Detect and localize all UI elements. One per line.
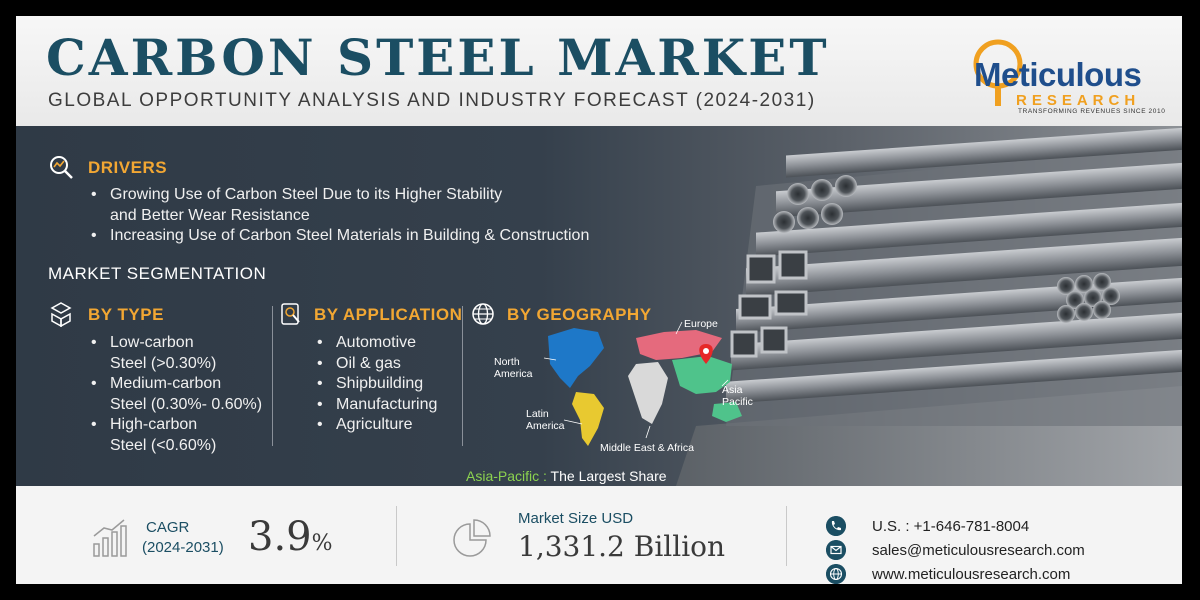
brand-logo: Meticulous RESEARCH TRANSFORMING REVENUE… bbox=[968, 30, 1168, 115]
cagr-period: (2024-2031) bbox=[142, 539, 224, 556]
drivers-heading: DRIVERS bbox=[88, 158, 168, 177]
drivers-list: Growing Use of Carbon Steel Due to its H… bbox=[88, 185, 648, 247]
main-panel: DRIVERS Growing Use of Carbon Steel Due … bbox=[16, 126, 1182, 486]
label-mea: Middle East & Africa bbox=[600, 442, 694, 454]
list-item: Shipbuilding bbox=[314, 374, 484, 395]
asia-pacific-region bbox=[672, 356, 732, 394]
list-item: Growing Use of Carbon Steel Due to its H… bbox=[88, 185, 648, 206]
world-map bbox=[543, 321, 742, 446]
market-size-label: Market Size USD bbox=[518, 510, 634, 527]
list-item: Oil & gas bbox=[314, 354, 484, 375]
market-size-value: 1,331.2 Billion bbox=[518, 530, 726, 563]
cagr-number: 3.9 bbox=[248, 514, 312, 560]
label-line: Pacific bbox=[722, 396, 753, 408]
page-subtitle: GLOBAL OPPORTUNITY ANALYSIS AND INDUSTRY… bbox=[48, 90, 816, 111]
logo-sub: RESEARCH bbox=[1016, 92, 1141, 109]
list-item-continuation: and Better Wear Resistance bbox=[110, 206, 310, 224]
label-line: America bbox=[494, 368, 533, 380]
by-application-heading: BY APPLICATION bbox=[314, 305, 463, 324]
list-item: High-carbon bbox=[88, 415, 288, 436]
bar-growth-icon bbox=[93, 519, 127, 557]
list-item: Increasing Use of Carbon Steel Materials… bbox=[88, 226, 648, 247]
label-line: America bbox=[526, 420, 565, 432]
largest-share-note: Asia-Pacific : The Largest Share bbox=[466, 468, 667, 484]
north-america-region bbox=[548, 328, 604, 388]
label-asia-pacific: Asia Pacific bbox=[722, 384, 753, 408]
list-item: Medium-carbon bbox=[88, 374, 288, 395]
list-item: and Better Wear Resistance bbox=[88, 206, 648, 227]
location-pin-dot bbox=[703, 348, 709, 354]
phone-text[interactable]: U.S. : +1-646-781-8004 bbox=[872, 518, 1030, 535]
divider bbox=[462, 306, 463, 446]
globe-icon bbox=[472, 303, 494, 325]
cagr-unit: % bbox=[311, 531, 333, 556]
website-text[interactable]: www.meticulousresearch.com bbox=[872, 566, 1071, 583]
list-item-continuation: Steel (0.30%- 0.60%) bbox=[110, 395, 263, 413]
cubes-icon bbox=[50, 302, 72, 327]
divider bbox=[396, 506, 397, 566]
label-europe: Europe bbox=[684, 318, 718, 330]
segmentation-heading: MARKET SEGMENTATION bbox=[48, 264, 267, 283]
infographic: CARBON STEEL MARKET GLOBAL OPPORTUNITY A… bbox=[16, 16, 1182, 584]
share-text: The Largest Share bbox=[546, 468, 667, 484]
label-line: North bbox=[494, 356, 520, 368]
list-item: Manufacturing bbox=[314, 395, 484, 416]
page-title: CARBON STEEL MARKET bbox=[46, 28, 830, 87]
label-line: Asia bbox=[722, 384, 743, 396]
label-line: Latin bbox=[526, 408, 549, 420]
list-item: Automotive bbox=[314, 333, 484, 354]
cagr-label: CAGR bbox=[146, 519, 190, 536]
label-latin-america: Latin America bbox=[526, 408, 565, 432]
list-item-continuation: Steel (>0.30%) bbox=[110, 354, 217, 372]
list-item: Agriculture bbox=[314, 415, 484, 436]
by-type-list: Low-carbon Steel (>0.30%) Medium-carbon … bbox=[88, 333, 288, 456]
australia-region bbox=[712, 402, 742, 422]
divider bbox=[272, 306, 273, 446]
logo-name: Meticulous bbox=[974, 56, 1142, 93]
logo-tagline: TRANSFORMING REVENUES SINCE 2010 bbox=[1018, 108, 1166, 115]
list-item: Low-carbon bbox=[88, 333, 288, 354]
cagr-value: 3.9% bbox=[248, 514, 333, 560]
drivers-icon bbox=[50, 156, 73, 179]
share-region: Asia-Pacific : bbox=[466, 468, 547, 484]
footer: CAGR (2024-2031) 3.9% Market Size USD 1,… bbox=[16, 486, 1182, 584]
latin-america-region bbox=[572, 392, 604, 446]
email-icon bbox=[826, 540, 846, 560]
list-item-continuation: Steel (<0.60%) bbox=[110, 436, 217, 454]
divider bbox=[786, 506, 787, 566]
web-globe-icon bbox=[826, 564, 846, 584]
pie-chart-icon bbox=[453, 519, 491, 557]
mea-region bbox=[628, 362, 668, 424]
by-geography-heading: BY GEOGRAPHY bbox=[507, 305, 652, 324]
phone-icon bbox=[826, 516, 846, 536]
by-application-list: Automotive Oil & gas Shipbuilding Manufa… bbox=[314, 333, 484, 436]
application-icon bbox=[281, 303, 300, 325]
header: CARBON STEEL MARKET GLOBAL OPPORTUNITY A… bbox=[16, 16, 1182, 126]
steel-bars-image bbox=[676, 127, 1182, 486]
magnifier-icon bbox=[973, 39, 1023, 106]
label-north-america: North America bbox=[494, 356, 533, 380]
by-type-heading: BY TYPE bbox=[88, 305, 164, 324]
email-text[interactable]: sales@meticulousresearch.com bbox=[872, 542, 1085, 559]
